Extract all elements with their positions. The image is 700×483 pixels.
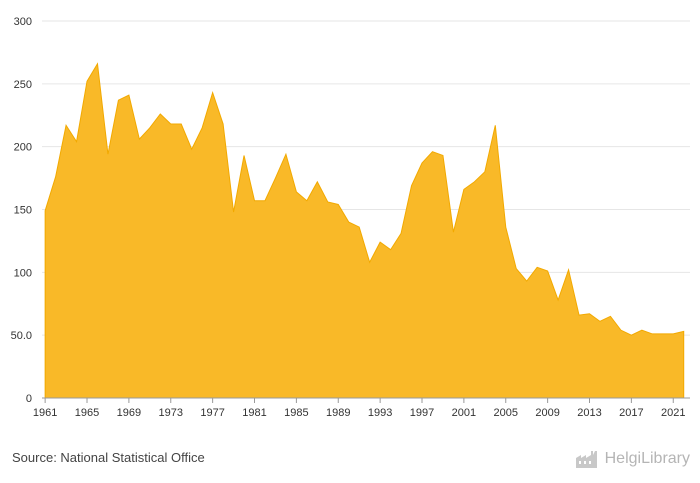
x-tick-label: 1993 bbox=[368, 407, 392, 419]
area-series-fill bbox=[44, 62, 685, 399]
x-tick-label: 1997 bbox=[410, 407, 434, 419]
area-series bbox=[44, 62, 685, 399]
factory-icon bbox=[575, 451, 597, 468]
y-tick-label: 50.0 bbox=[11, 330, 32, 342]
x-tick-label: 1965 bbox=[75, 407, 99, 419]
x-tick-label: 2005 bbox=[494, 407, 518, 419]
x-tick-label: 1973 bbox=[159, 407, 183, 419]
x-tick-label: 2009 bbox=[535, 407, 559, 419]
y-tick-label: 0 bbox=[26, 393, 32, 405]
helgilibrary-logo: HelgiLibrary bbox=[575, 446, 690, 472]
y-tick-label: 300 bbox=[14, 16, 32, 28]
y-tick-label: 100 bbox=[14, 267, 32, 279]
y-tick-label: 250 bbox=[14, 79, 32, 91]
chart-footer: Source: National Statistical Office Helg… bbox=[0, 440, 700, 483]
logo-text: HelgiLibrary bbox=[604, 450, 690, 467]
x-axis-tick-labels: 1961 1965 1969 1973 1977 1981 1985 1989 1993 1997… bbox=[33, 407, 686, 419]
x-tick-label: 2017 bbox=[619, 407, 643, 419]
x-tick-label: 1981 bbox=[242, 407, 266, 419]
y-tick-label: 150 bbox=[14, 205, 32, 217]
x-tick-label: 1969 bbox=[117, 407, 141, 419]
x-tick-label: 2001 bbox=[452, 407, 476, 419]
y-axis-tick-labels: 0 50.0 100 150 200 250 300 bbox=[11, 16, 32, 405]
x-tick-label: 1977 bbox=[200, 407, 224, 419]
x-tick-label: 2013 bbox=[577, 407, 601, 419]
source-note: Source: National Statistical Office bbox=[12, 450, 205, 465]
axes bbox=[42, 397, 690, 403]
x-tick-label: 1985 bbox=[284, 407, 308, 419]
y-tick-label: 200 bbox=[14, 142, 32, 154]
area-chart: 0 50.0 100 150 200 250 300 1961 1965 1969 1973 197… bbox=[11, 16, 690, 419]
x-tick-label: 2021 bbox=[661, 407, 685, 419]
x-tick-label: 1961 bbox=[33, 407, 57, 419]
x-tick-label: 1989 bbox=[326, 407, 350, 419]
